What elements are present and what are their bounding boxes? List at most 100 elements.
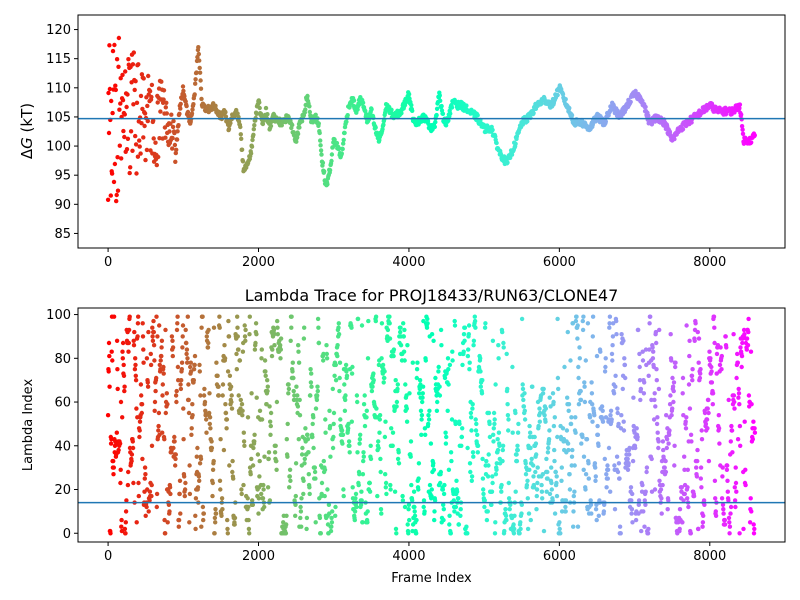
lambda-point — [705, 426, 710, 431]
lambda-point — [574, 314, 579, 319]
lambda-point — [296, 360, 302, 365]
lambda-point — [252, 347, 258, 352]
lambda-point — [392, 489, 398, 494]
lambda-point — [585, 321, 591, 326]
lambda-point — [745, 343, 751, 348]
lambda-point — [471, 454, 476, 459]
lambda-point — [541, 386, 546, 392]
lambda-point — [643, 347, 649, 352]
lambda-point — [326, 502, 332, 507]
delta-g-point — [646, 113, 651, 118]
lambda-point — [130, 439, 135, 444]
lambda-point — [142, 476, 147, 481]
delta-g-point — [505, 160, 510, 165]
lambda-point — [193, 496, 199, 501]
lambda-point — [256, 511, 261, 516]
lambda-point — [432, 517, 437, 523]
lambda-point — [308, 393, 313, 398]
delta-g-point — [250, 137, 255, 143]
lambda-point — [663, 469, 669, 475]
lambda-point — [242, 443, 247, 448]
lambda-point — [592, 413, 597, 418]
lambda-point — [133, 362, 138, 368]
lambda-point — [136, 480, 141, 486]
lambda-point — [478, 369, 483, 374]
lambda-point — [331, 410, 337, 416]
delta-g-point — [649, 122, 655, 127]
lambda-point — [544, 456, 549, 462]
lambda-point — [412, 509, 417, 514]
delta-g-point — [170, 124, 176, 130]
lambda-point — [641, 509, 646, 514]
lambda-point — [426, 421, 431, 427]
lambda-point — [665, 507, 670, 512]
delta-g-point — [182, 94, 187, 99]
lambda-point — [172, 434, 177, 440]
lambda-point — [273, 443, 278, 448]
lambda-point — [725, 463, 730, 468]
delta-g-point — [176, 123, 181, 128]
lambda-point — [670, 406, 675, 411]
lambda-point — [288, 478, 293, 483]
lambda-point — [290, 360, 295, 365]
lambda-point — [201, 511, 206, 516]
delta-g-point — [115, 188, 121, 193]
lambda-point — [165, 402, 170, 407]
lambda-point — [421, 504, 426, 510]
lambda-point — [394, 531, 399, 536]
delta-g-point — [126, 57, 131, 62]
lambda-point — [725, 489, 730, 494]
lambda-point — [359, 489, 364, 494]
lambda-point — [321, 351, 326, 357]
lambda-point — [522, 391, 527, 396]
lambda-point — [235, 334, 240, 339]
lambda-point — [247, 332, 252, 337]
lambda-point — [214, 360, 219, 365]
delta-g-point — [672, 136, 677, 142]
lambda-point — [130, 445, 136, 451]
delta-g-point — [223, 110, 228, 115]
lambda-point — [150, 334, 155, 339]
delta-g-point — [251, 132, 256, 137]
lambda-point — [183, 480, 188, 486]
lambda-point — [197, 461, 203, 466]
lambda-point — [190, 402, 195, 407]
lambda-point — [615, 469, 621, 475]
lambda-point — [748, 496, 753, 501]
lambda-point — [238, 397, 243, 403]
lambda-point — [137, 419, 143, 424]
lambda-point — [593, 465, 598, 470]
lambda-point — [555, 316, 560, 322]
lambda-point — [534, 493, 539, 499]
lambda-point — [208, 426, 213, 431]
lambda-point — [378, 469, 383, 475]
delta-g-point — [190, 107, 195, 112]
lambda-point — [565, 329, 570, 335]
lambda-point — [460, 426, 465, 431]
lambda-point — [378, 507, 384, 512]
delta-g-point — [109, 171, 115, 176]
lambda-point — [737, 531, 742, 536]
delta-g-point — [120, 72, 125, 78]
lambda-point — [383, 485, 388, 490]
lambda-point — [406, 502, 412, 507]
lambda-point — [449, 458, 454, 464]
lambda-point — [182, 493, 187, 499]
lambda-point — [410, 498, 415, 503]
delta-g-point — [318, 143, 323, 148]
lambda-point — [263, 373, 268, 378]
delta-g-point — [341, 137, 346, 143]
lambda-point — [390, 443, 395, 448]
lambda-point — [175, 321, 180, 326]
lambda-point — [367, 489, 373, 494]
lambda-point — [123, 520, 128, 525]
delta-g-point — [737, 105, 742, 111]
delta-g-point — [173, 159, 178, 164]
lambda-point — [343, 393, 348, 398]
lambda-point — [306, 450, 311, 455]
delta-g-point — [133, 133, 138, 139]
delta-g-point — [170, 146, 175, 151]
delta-g-point — [177, 111, 182, 117]
lambda-point — [145, 380, 150, 385]
delta-g-point — [340, 146, 345, 152]
